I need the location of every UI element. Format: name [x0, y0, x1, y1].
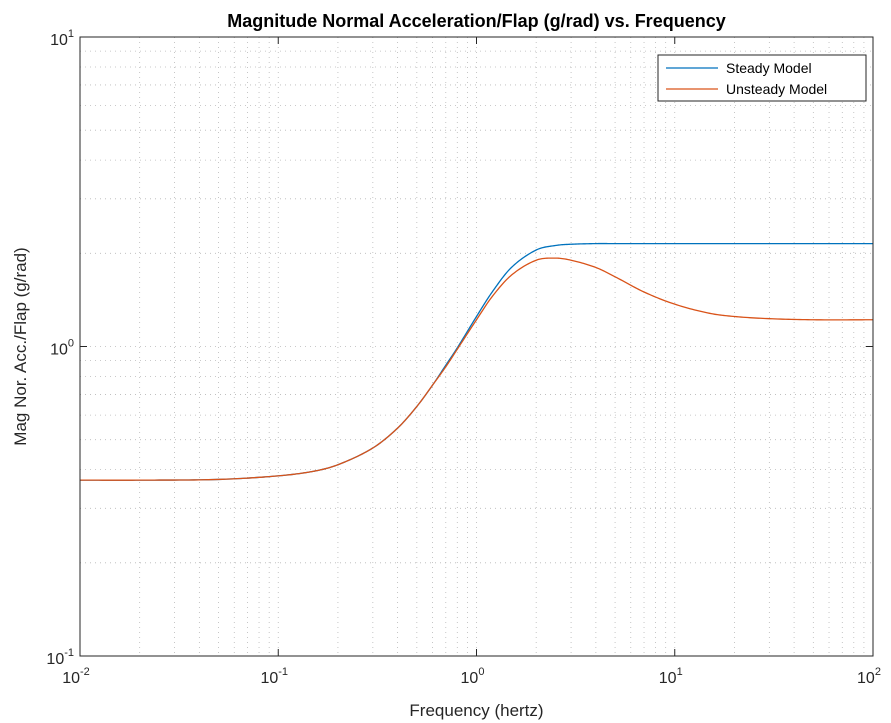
legend-label: Unsteady Model: [726, 81, 827, 97]
x-tick-label: 10-1: [260, 666, 288, 687]
x-tick-base: 10: [857, 670, 875, 687]
x-axis-label: Frequency (hertz): [409, 701, 543, 720]
series-line-unsteady-model: [80, 257, 873, 481]
legend-box: [657, 54, 867, 102]
x-tick-labels: 10-2 10-1 100 101 102: [62, 666, 881, 687]
x-tick-label: 101: [659, 666, 683, 687]
y-tick-exponent: 0: [68, 338, 74, 350]
minor-grid: [80, 37, 873, 656]
x-tick-base: 10: [260, 670, 278, 687]
legend: Steady Model Unsteady Model: [657, 54, 867, 102]
y-tick-exponent: 1: [68, 28, 74, 40]
x-tick-base: 10: [62, 670, 80, 687]
x-tick-exponent: -2: [80, 666, 90, 678]
y-tick-label: 101: [50, 28, 74, 49]
x-tick-exponent: 1: [677, 666, 683, 678]
plot-area: [80, 37, 873, 656]
y-tick-exponent: -1: [64, 647, 74, 659]
x-tick-exponent: 0: [478, 666, 484, 678]
x-tick-label: 100: [461, 666, 485, 687]
x-tick-label: 102: [857, 666, 881, 687]
chart-title: Magnitude Normal Acceleration/Flap (g/ra…: [227, 11, 725, 31]
y-tick-label: 10-1: [46, 647, 74, 668]
legend-label: Steady Model: [726, 60, 812, 76]
x-tick-base: 10: [461, 670, 479, 687]
y-tick-base: 10: [50, 32, 68, 49]
y-tick-base: 10: [46, 651, 64, 668]
x-tick-exponent: -1: [278, 666, 288, 678]
x-tick-base: 10: [659, 670, 677, 687]
x-tick-label: 10-2: [62, 666, 90, 687]
y-tick-label: 100: [50, 338, 74, 359]
plot-frame: [79, 36, 874, 657]
y-axis-label: Mag Nor. Acc./Flap (g/rad): [11, 247, 30, 445]
x-tick-exponent: 2: [875, 666, 881, 678]
y-tick-base: 10: [50, 342, 68, 359]
series-layer: [80, 242, 873, 481]
